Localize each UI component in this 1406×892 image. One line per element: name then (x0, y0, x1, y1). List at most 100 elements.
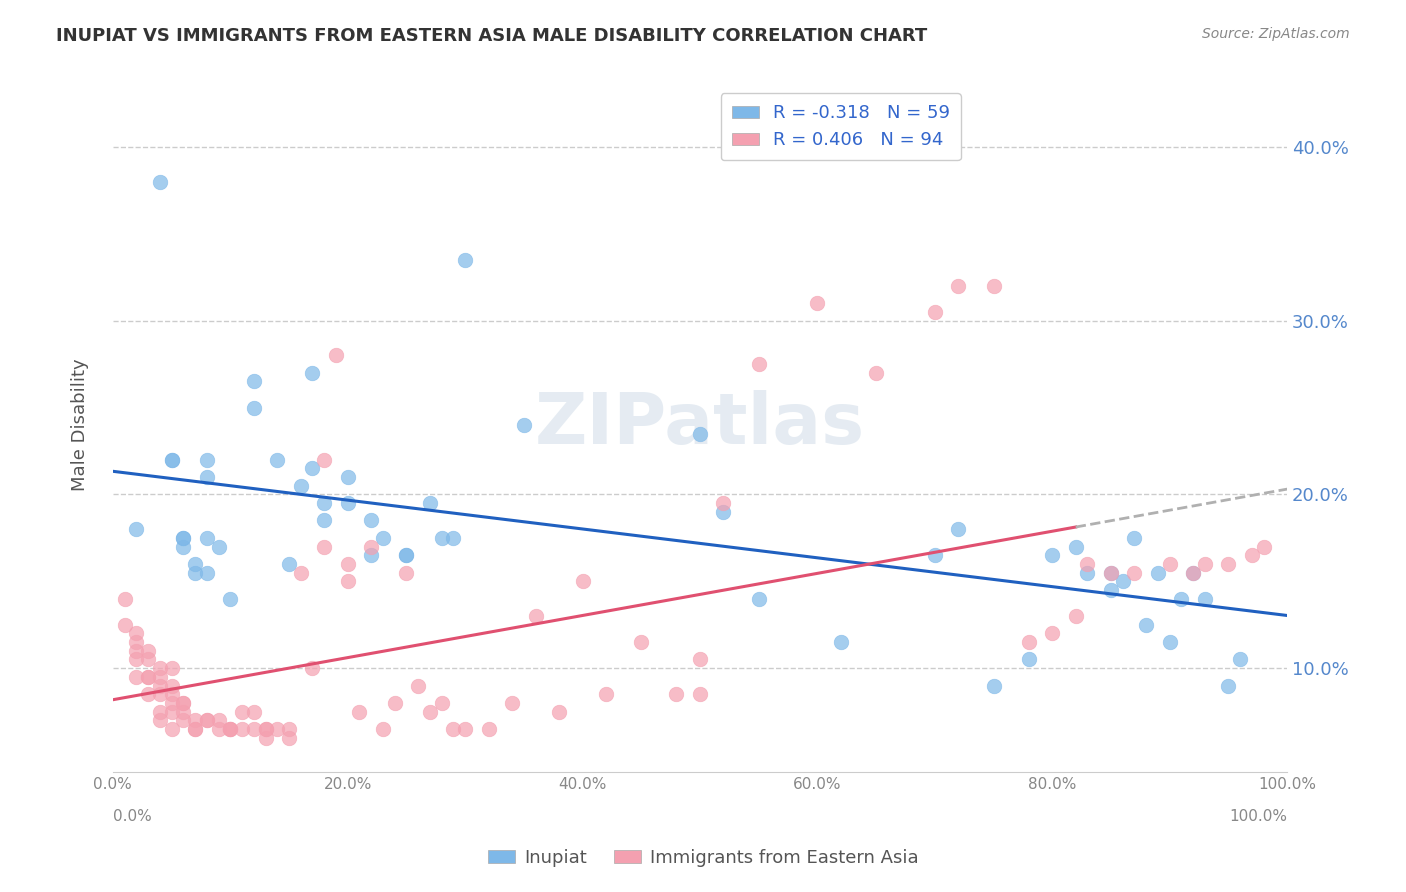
Point (1147, 566, 1170, 580)
Point (184, 557, 207, 571)
Point (149, 175, 172, 189)
Point (665, 687, 688, 701)
Point (1064, 609, 1087, 624)
Point (395, 548, 418, 562)
Point (160, 661, 183, 675)
Point (231, 722, 253, 736)
Point (172, 531, 194, 545)
Point (689, 426, 711, 441)
Point (301, 366, 323, 380)
Point (207, 540, 229, 554)
Point (1240, 548, 1263, 562)
Point (160, 452, 183, 467)
Point (948, 522, 970, 536)
Point (1064, 540, 1087, 554)
Point (149, 705, 172, 719)
Point (595, 687, 617, 701)
Point (1018, 635, 1040, 649)
Legend: Inupiat, Immigrants from Eastern Asia: Inupiat, Immigrants from Eastern Asia (481, 842, 925, 874)
Text: 0.0%: 0.0% (112, 809, 152, 824)
Point (360, 540, 382, 554)
Point (1229, 652, 1251, 666)
Point (314, 540, 336, 554)
Point (278, 731, 301, 745)
Point (336, 557, 359, 571)
Point (336, 574, 359, 589)
Point (290, 479, 312, 493)
Point (924, 305, 946, 319)
Point (384, 696, 406, 710)
Point (948, 279, 970, 293)
Point (1123, 566, 1146, 580)
Point (1076, 557, 1098, 571)
Point (184, 722, 207, 736)
Point (441, 531, 464, 545)
Point (1099, 566, 1122, 580)
Point (160, 679, 183, 693)
Point (454, 252, 477, 267)
Point (219, 722, 242, 736)
Point (1123, 531, 1146, 545)
Point (1040, 548, 1063, 562)
Point (125, 635, 148, 649)
Point (219, 722, 242, 736)
Point (195, 566, 218, 580)
Point (478, 722, 501, 736)
Point (114, 591, 136, 606)
Point (114, 617, 136, 632)
Point (501, 696, 523, 710)
Point (314, 452, 336, 467)
Point (266, 452, 288, 467)
Point (254, 731, 277, 745)
Point (1159, 557, 1181, 571)
Point (136, 687, 159, 701)
Point (160, 696, 183, 710)
Point (1182, 566, 1205, 580)
Point (149, 679, 172, 693)
Point (136, 652, 159, 666)
Point (207, 722, 229, 736)
Y-axis label: Male Disability: Male Disability (72, 359, 89, 491)
Point (1253, 540, 1275, 554)
Point (983, 279, 1005, 293)
Point (172, 540, 194, 554)
Point (406, 679, 429, 693)
Point (242, 401, 264, 415)
Point (149, 713, 172, 727)
Point (242, 375, 264, 389)
Point (278, 722, 301, 736)
Point (395, 566, 418, 580)
Point (513, 417, 536, 432)
Point (195, 470, 218, 484)
Text: Source: ZipAtlas.com: Source: ZipAtlas.com (1202, 27, 1350, 41)
Point (266, 722, 288, 736)
Point (254, 722, 277, 736)
Point (1170, 591, 1192, 606)
Point (1018, 652, 1040, 666)
Point (371, 531, 394, 545)
Point (1099, 582, 1122, 597)
Point (125, 626, 148, 640)
Point (242, 705, 264, 719)
Point (301, 461, 323, 475)
Point (184, 566, 207, 580)
Point (1159, 635, 1181, 649)
Point (830, 635, 852, 649)
Point (219, 591, 242, 606)
Point (713, 496, 735, 510)
Point (172, 696, 194, 710)
Point (349, 705, 371, 719)
Point (290, 566, 312, 580)
Point (195, 713, 218, 727)
Point (172, 531, 194, 545)
Point (1040, 626, 1063, 640)
Point (160, 452, 183, 467)
Point (172, 696, 194, 710)
Point (301, 661, 323, 675)
Point (360, 548, 382, 562)
Point (195, 452, 218, 467)
Point (160, 722, 183, 736)
Point (441, 722, 464, 736)
Point (1135, 617, 1157, 632)
Point (548, 705, 571, 719)
